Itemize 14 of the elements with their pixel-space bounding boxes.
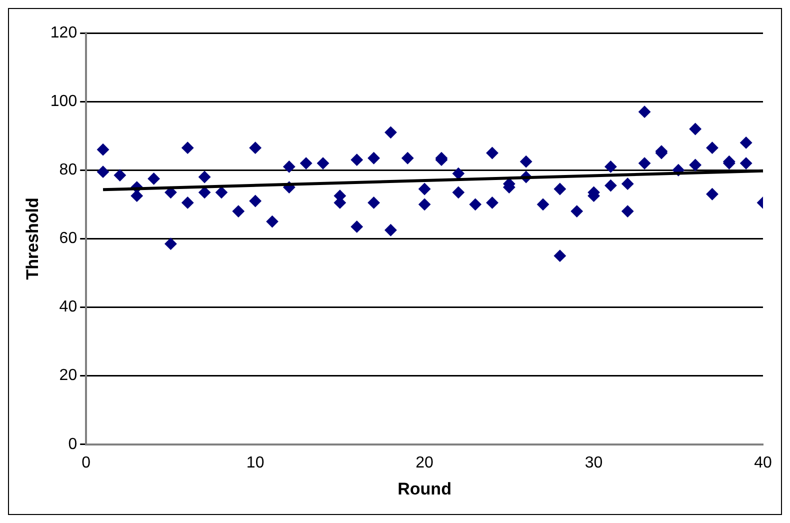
y-tick-label: 100: [50, 92, 78, 110]
y-tick-label: 20: [59, 367, 78, 384]
y-tick-label: 60: [59, 230, 78, 248]
y-axis-title: Threshold: [22, 198, 42, 280]
x-axis-title: Round: [398, 479, 452, 498]
y-tick-label: 0: [68, 436, 78, 453]
x-tick-label: 30: [584, 454, 603, 472]
y-tick-label: 40: [59, 298, 78, 316]
x-tick-label: 0: [82, 454, 91, 472]
x-tick-label: 40: [754, 454, 772, 472]
y-tick-label: 80: [59, 162, 78, 179]
x-tick-label: 20: [416, 454, 434, 472]
x-tick-label: 10: [246, 454, 264, 472]
y-tick-label: 120: [50, 24, 78, 42]
